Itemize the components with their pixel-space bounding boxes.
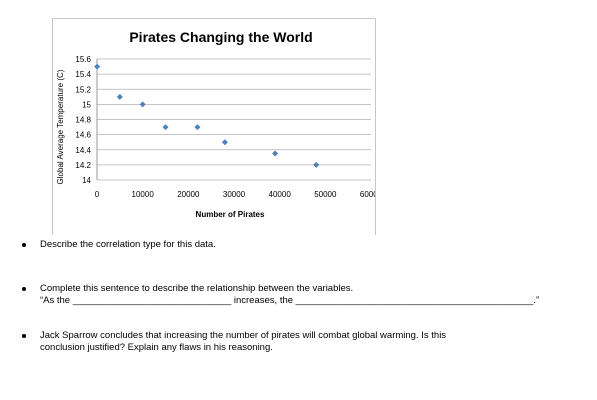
bullet-icon [22,243,26,247]
data-point-3 [162,124,169,131]
y-tick-2: 14.4 [75,146,91,155]
chart-svg: Pirates Changing the World 14 14.2 14.4 14.… [56,29,375,219]
question-1-text: Describe the correlation type for this d… [40,239,216,250]
question-1: Describe the correlation type for this d… [22,239,216,251]
y-tick-0: 14 [82,176,91,185]
data-point-0 [94,63,101,70]
y-tick-1: 14.2 [75,161,91,170]
x-tick-4: 40000 [269,190,292,199]
y-tick-3: 14.6 [75,131,91,140]
question-2: Complete this sentence to describe the r… [22,283,540,307]
question-3-text: Jack Sparrow concludes that increasing t… [40,330,447,341]
y-tick-5: 15 [82,100,91,109]
x-tick-0: 0 [95,190,100,199]
gridlines [96,58,371,181]
question-3-text-cont: conclusion justified? Explain any flaws … [40,342,273,353]
y-tick-6: 15.2 [75,85,91,94]
data-point-1 [116,93,123,100]
x-tick-labels: 0 10000 20000 30000 40000 50000 60000 [95,190,375,199]
x-tick-5: 50000 [314,190,337,199]
x-tick-6: 60000 [360,190,375,199]
y-tick-7: 15.4 [75,70,91,79]
bullet-icon [22,287,26,291]
x-tick-2: 20000 [177,190,200,199]
question-3: Jack Sparrow concludes that increasing t… [22,330,447,354]
data-points [94,63,320,168]
y-axis-label: Global Average Temperature (C) [56,69,65,184]
x-axis-label: Number of Pirates [196,210,265,219]
bullet-icon [22,334,26,338]
question-2-text: Complete this sentence to describe the r… [40,283,354,294]
chart-title: Pirates Changing the World [129,29,312,45]
scatter-chart: Pirates Changing the World 14 14.2 14.4 14.… [52,18,376,235]
data-point-5 [221,139,228,146]
x-tick-3: 30000 [223,190,246,199]
y-tick-4: 14.8 [75,116,91,125]
data-point-4 [194,124,201,131]
data-point-2 [139,101,146,108]
y-tick-labels: 14 14.2 14.4 14.6 14.8 15 15.2 15.4 15.6 [75,55,91,185]
data-point-6 [272,150,279,157]
y-tick-8: 15.6 [75,55,91,64]
question-2-sentence: “As the ______________________________ i… [40,295,540,306]
x-tick-1: 10000 [132,190,155,199]
data-point-7 [313,161,320,168]
